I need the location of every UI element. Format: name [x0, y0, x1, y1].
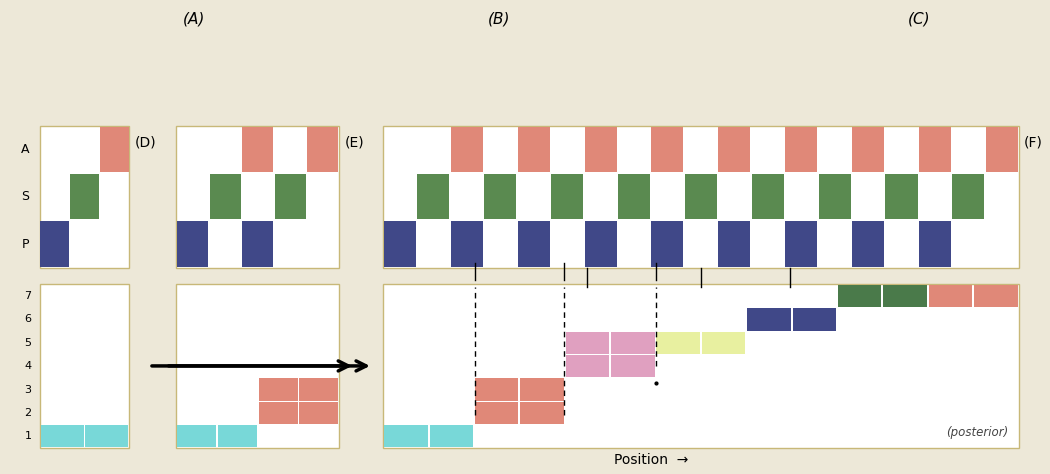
Bar	[551, 174, 583, 219]
Bar	[475, 401, 519, 424]
FancyBboxPatch shape	[383, 126, 1018, 268]
Bar	[838, 285, 881, 307]
Bar	[718, 221, 751, 267]
Bar	[41, 425, 84, 447]
FancyBboxPatch shape	[176, 284, 339, 448]
Text: (F): (F)	[1024, 136, 1043, 150]
Bar	[852, 221, 884, 267]
Bar	[701, 332, 746, 354]
Bar	[752, 174, 783, 219]
Text: Position  →: Position →	[614, 453, 688, 467]
Bar	[793, 308, 836, 331]
Bar	[177, 425, 216, 447]
Text: S: S	[21, 190, 29, 203]
Bar	[258, 401, 297, 424]
Bar	[299, 401, 338, 424]
Bar	[852, 127, 884, 172]
Bar	[986, 127, 1017, 172]
Bar	[611, 332, 654, 354]
Text: (C): (C)	[907, 12, 930, 27]
Bar	[928, 285, 972, 307]
Bar	[275, 174, 306, 219]
Bar	[651, 127, 684, 172]
Bar	[384, 425, 427, 447]
Bar	[685, 174, 717, 219]
Bar	[243, 127, 273, 172]
Bar	[384, 221, 416, 267]
Bar	[974, 285, 1017, 307]
Text: 5: 5	[24, 338, 32, 348]
Bar	[210, 174, 240, 219]
Bar	[521, 401, 564, 424]
FancyBboxPatch shape	[40, 284, 129, 448]
Text: (D): (D)	[134, 136, 156, 150]
Bar	[429, 425, 474, 447]
Bar	[651, 221, 684, 267]
Bar	[919, 221, 951, 267]
Bar	[883, 285, 927, 307]
Text: P: P	[22, 237, 29, 251]
FancyBboxPatch shape	[383, 284, 1018, 448]
Bar	[566, 332, 609, 354]
Bar	[243, 221, 273, 267]
Text: (A): (A)	[183, 12, 206, 27]
Bar	[656, 332, 700, 354]
Bar	[85, 425, 128, 447]
Text: 4: 4	[24, 361, 32, 371]
Text: 3: 3	[24, 384, 32, 394]
Bar	[785, 221, 817, 267]
Bar	[566, 355, 609, 377]
Text: (E): (E)	[344, 136, 364, 150]
FancyBboxPatch shape	[176, 126, 339, 268]
FancyBboxPatch shape	[40, 126, 129, 268]
Text: (B): (B)	[487, 12, 510, 27]
Bar	[100, 127, 128, 172]
Text: 1: 1	[24, 431, 32, 441]
Text: 6: 6	[24, 314, 32, 324]
Bar	[308, 127, 338, 172]
Bar	[417, 174, 449, 219]
Bar	[518, 127, 550, 172]
Text: A: A	[21, 143, 29, 156]
Bar	[41, 221, 69, 267]
Bar	[611, 355, 654, 377]
Bar	[718, 127, 751, 172]
Bar	[521, 378, 564, 401]
Bar	[585, 127, 616, 172]
Bar	[450, 127, 483, 172]
Text: 7: 7	[24, 291, 32, 301]
Bar	[819, 174, 850, 219]
Text: 2: 2	[24, 408, 32, 418]
Bar	[919, 127, 951, 172]
Bar	[475, 378, 519, 401]
Bar	[484, 174, 517, 219]
Bar	[618, 174, 650, 219]
Bar	[518, 221, 550, 267]
Bar	[70, 174, 99, 219]
Bar	[885, 174, 918, 219]
Bar	[748, 308, 791, 331]
Bar	[450, 221, 483, 267]
Bar	[785, 127, 817, 172]
Bar	[952, 174, 985, 219]
Bar	[218, 425, 257, 447]
Bar	[585, 221, 616, 267]
Text: (posterior): (posterior)	[946, 427, 1008, 439]
Bar	[299, 378, 338, 401]
Bar	[177, 221, 208, 267]
Bar	[258, 378, 297, 401]
